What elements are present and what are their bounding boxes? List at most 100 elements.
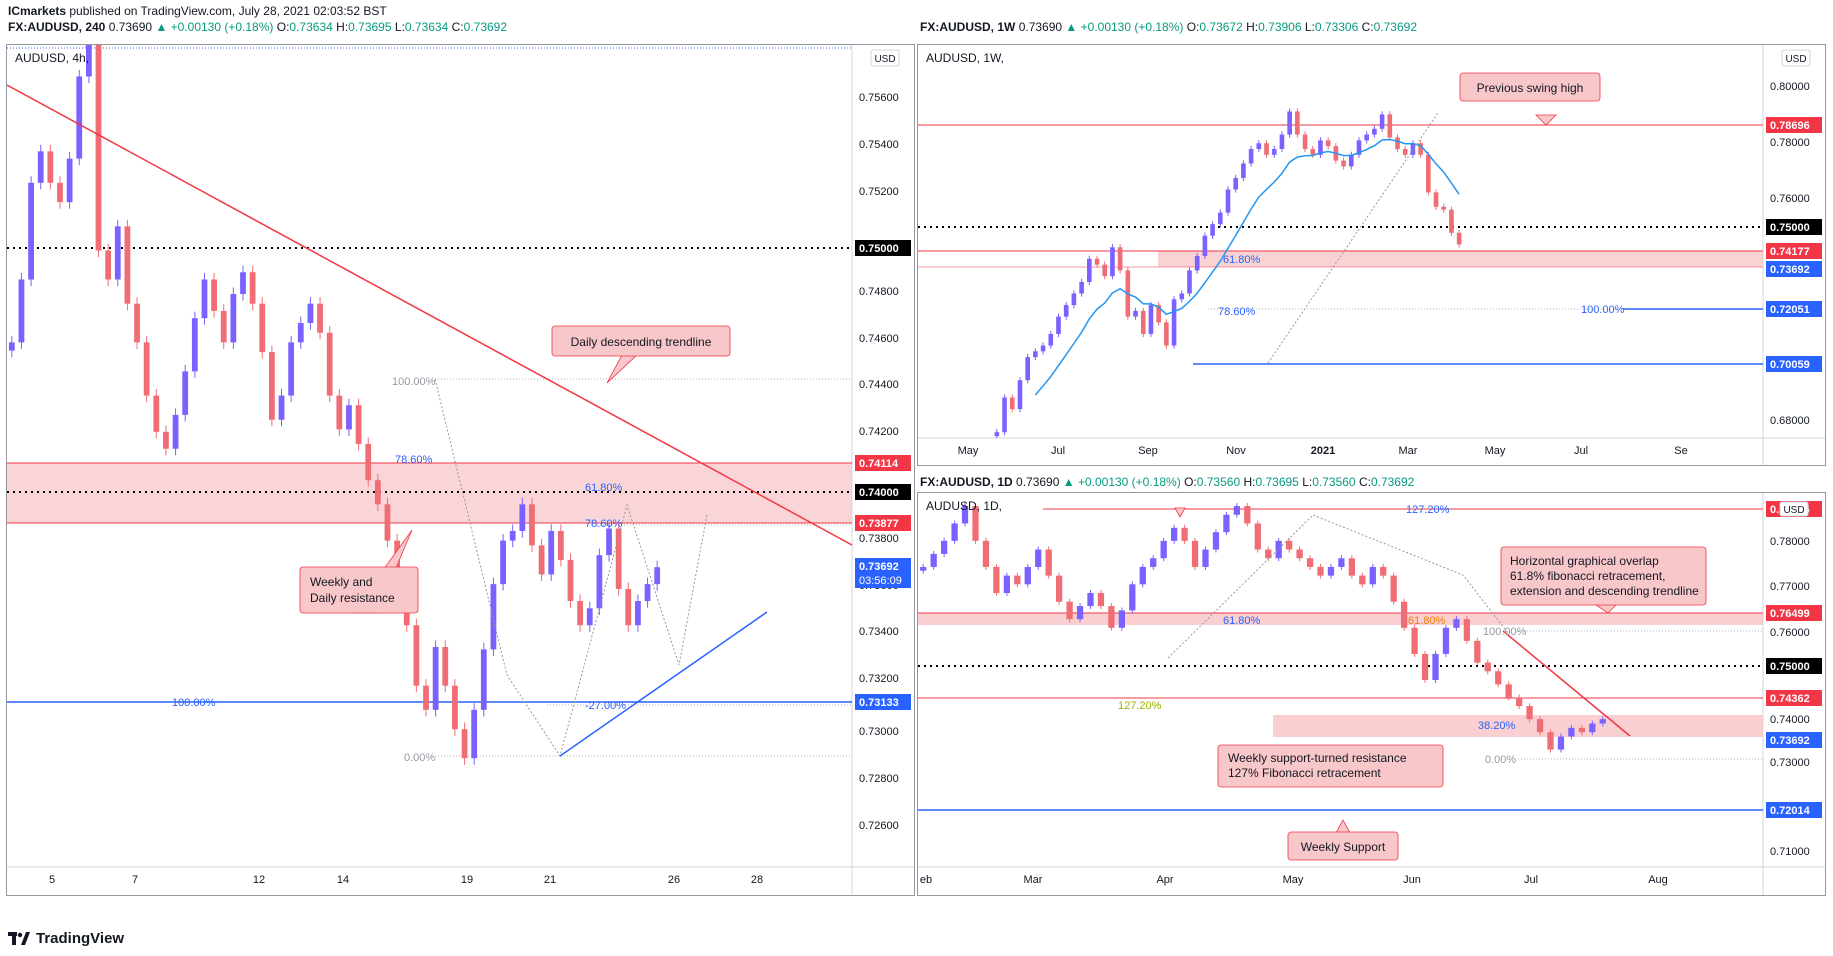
chart-panel-1w[interactable]: AUDUSD, 1W, 61.80% 78.60% 100.00% Previo… [917, 44, 1826, 466]
h4-candle-body [76, 76, 83, 159]
d1-candle-body [1338, 558, 1345, 567]
h4-fib-pattern [434, 378, 708, 758]
w1-currency-box[interactable] [1781, 49, 1811, 67]
tradingview-logo[interactable]: TradingView [8, 930, 124, 947]
w1-x-tick: Se [1674, 445, 1687, 457]
h4-tag-box [855, 484, 911, 500]
d1-candle-body [1296, 549, 1303, 559]
d1-candle-body [1557, 736, 1565, 750]
w1-legend: AUDUSD, 1W, [926, 51, 1004, 65]
d1-support-res-box [1217, 744, 1444, 788]
ohlc-d1-last: 0.73690 [1016, 475, 1060, 489]
w1-candle-body [1087, 258, 1092, 282]
h4-tag-box [855, 240, 911, 256]
h4-trendline-callout-text: Daily descending trendline [571, 335, 712, 349]
d1-time-axis[interactable]: eb Mar Apr May Jun Jul Aug [920, 874, 1668, 886]
chart-panel-1d[interactable]: AUDUSD, 1D, 127.20% 61.80% 61.80% 100.00… [917, 492, 1826, 896]
h4-x-tick: 5 [49, 874, 55, 886]
h4-candle-body [182, 371, 189, 415]
d1-x-tick: Jun [1403, 874, 1421, 886]
h4-currency-label: USD [874, 54, 895, 65]
chart-panel-4h[interactable]: AUDUSD, 4h, 100.00% 78.60% 61.80% 78.60%… [6, 44, 915, 896]
d1-currency-box[interactable] [1779, 501, 1809, 517]
d1-price-axis[interactable]: 0.78000 0.77000 0.76000 0.74000 0.73000 … [1770, 536, 1810, 858]
w1-x-tick: Mar [1399, 445, 1418, 457]
w1-candle-body [1248, 149, 1254, 164]
w1-time-axis[interactable]: May Jul Sep Nov 2021 Mar May Jul Se [958, 445, 1688, 457]
w1-candle-body [1133, 310, 1138, 317]
d1-candle-body [1505, 684, 1512, 698]
w1-candle-body [1387, 114, 1393, 138]
h4-fib-618-label: 61.80% [585, 482, 623, 494]
ohlc-w1-o-label: O: [1186, 20, 1200, 34]
d1-tag-box [1766, 802, 1822, 818]
w1-swing-callout: Previous swing high [1459, 72, 1601, 126]
h4-candle-body [220, 310, 227, 343]
h4-axis-tick: 0.75200 [859, 186, 899, 198]
chart-1w-svg[interactable]: AUDUSD, 1W, 61.80% 78.60% 100.00% Previo… [918, 45, 1825, 465]
d1-candle-body [1516, 697, 1523, 707]
h4-time-axis[interactable]: 5 7 12 14 19 21 26 28 [49, 874, 763, 886]
h4-candle-body [365, 443, 372, 481]
chart-1d-svg[interactable]: AUDUSD, 1D, 127.20% 61.80% 61.80% 100.00… [918, 493, 1825, 895]
h4-candle-body [95, 45, 102, 251]
d1-fib-pattern [1167, 514, 1509, 659]
d1-candle-body [1160, 540, 1167, 559]
d1-candle-body [1568, 727, 1575, 737]
w1-zone [1158, 251, 1763, 267]
h4-axis-tick: 0.74200 [859, 426, 899, 438]
w1-candle-body [1310, 149, 1316, 155]
d1-axis-tick: 0.74000 [1770, 714, 1810, 726]
w1-tag-box [1766, 301, 1822, 317]
w1-candle-body [1418, 143, 1423, 155]
ohlc-h4-h-label: H: [336, 20, 349, 34]
h4-candle-body [288, 342, 295, 396]
w1-axis-tick: 0.68000 [1770, 415, 1810, 427]
d1-candle-body [1191, 540, 1199, 567]
d1-candle-body [1306, 558, 1314, 567]
d1-candle-body [1087, 593, 1094, 607]
d1-weekly-support-text: Weekly Support [1301, 840, 1386, 854]
h4-axis-tick: 0.73000 [859, 726, 899, 738]
w1-candle-body [1279, 134, 1285, 150]
w1-candles [994, 108, 1462, 438]
w1-candle-body [1140, 310, 1146, 334]
w1-swing-callout-box [1459, 72, 1601, 102]
h4-countdown: 03:56:09 [859, 575, 902, 587]
h4-resistance-callout-box [299, 566, 419, 614]
h4-candle-body [490, 584, 497, 650]
d1-candle-body [1578, 727, 1585, 733]
h4-candle-body [134, 303, 140, 343]
h4-candle-body [153, 395, 160, 432]
w1-candle-body [1325, 140, 1331, 147]
w1-axis-tick: 0.80000 [1770, 81, 1810, 93]
ohlc-w1-c-label: C: [1361, 20, 1374, 34]
w1-price-axis[interactable]: USD 0.80000 0.78000 0.76000 0.68000 [1770, 49, 1811, 427]
w1-candle-body [1456, 232, 1462, 245]
h4-candle-body [211, 279, 217, 311]
w1-candle-body [1264, 143, 1269, 155]
chart-4h-svg[interactable]: AUDUSD, 4h, 100.00% 78.60% 61.80% 78.60%… [7, 45, 914, 895]
h4-candle-body [596, 555, 603, 609]
h4-price-axis[interactable]: USD 0.75600 0.75400 0.75200 0.74800 0.74… [859, 49, 900, 832]
h4-price-tags: 0.75000 0.74114 0.74000 0.73877 0.73692 … [855, 240, 911, 710]
w1-candle-body [1410, 143, 1416, 155]
h4-currency-box[interactable] [870, 49, 900, 67]
ohlc-d1-o-label: O: [1184, 475, 1197, 489]
h4-candle-body [317, 303, 323, 333]
h4-x-tick: 21 [544, 874, 556, 886]
h4-axis-tick: 0.72600 [859, 820, 899, 832]
h4-candle-body [240, 272, 246, 295]
w1-candle-body [1348, 154, 1354, 167]
w1-candle-body [1379, 114, 1385, 129]
w1-x-tick: Sep [1138, 445, 1158, 457]
w1-fib-618-label: 61.80% [1223, 254, 1261, 266]
w1-price-tags: 0.78696 0.75000 0.74177 0.73692 0.72051 … [1766, 117, 1822, 372]
ohlc-w1: FX:AUDUSD, 1W 0.73690 ▲ +0.00130 (+0.18%… [920, 20, 1417, 34]
d1-candle-body [1014, 575, 1021, 585]
ohlc-h4-close: 0.73692 [463, 20, 508, 34]
h4-tag-box [855, 515, 911, 531]
w1-swing-callout-pointer [1535, 114, 1557, 126]
h4-ascending-trendline [559, 611, 768, 757]
w1-candle-body [994, 432, 1000, 437]
